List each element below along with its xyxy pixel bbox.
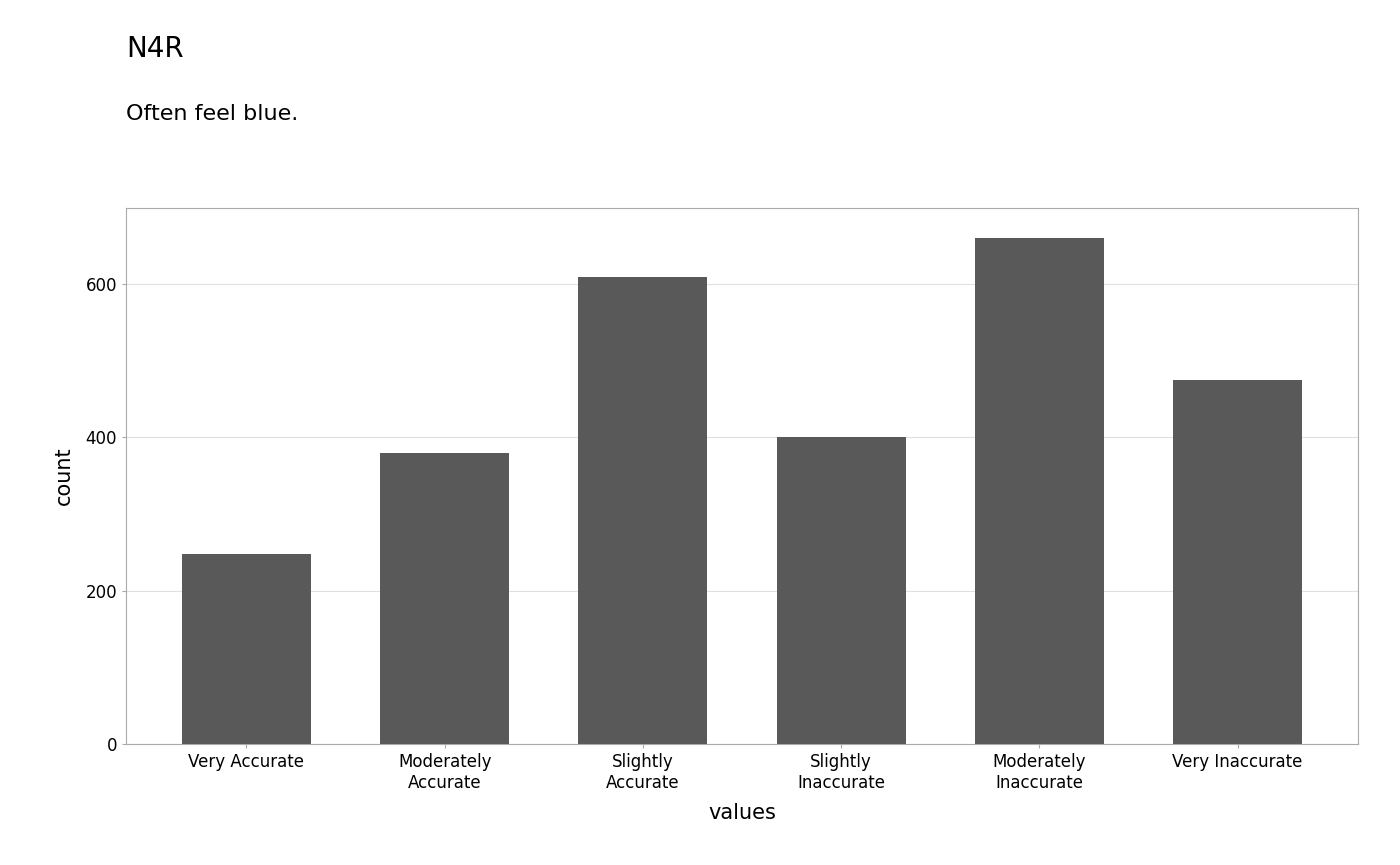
Bar bbox=[578, 277, 707, 744]
X-axis label: values: values bbox=[708, 803, 776, 823]
Y-axis label: count: count bbox=[55, 446, 74, 505]
Text: N4R: N4R bbox=[126, 35, 183, 62]
Text: Often feel blue.: Often feel blue. bbox=[126, 104, 298, 124]
Bar bbox=[1173, 380, 1302, 744]
Bar bbox=[777, 438, 906, 744]
Bar bbox=[182, 554, 311, 744]
Bar bbox=[381, 452, 510, 744]
Bar bbox=[974, 238, 1103, 744]
